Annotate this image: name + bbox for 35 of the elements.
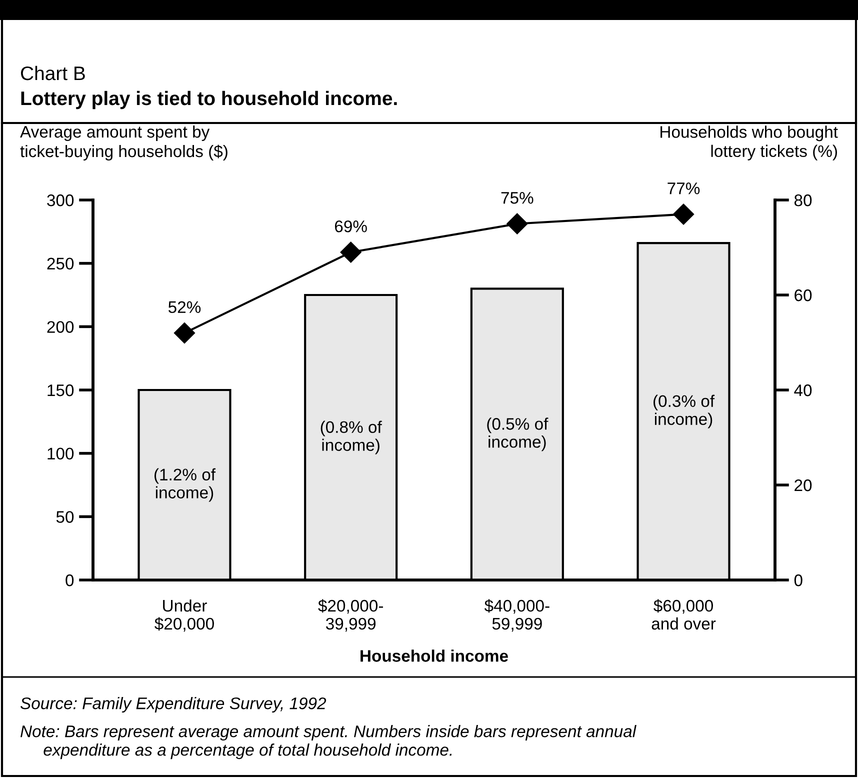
y2-tick-label: 0 xyxy=(794,574,802,586)
y2-tick-label: 20 xyxy=(794,479,812,492)
annotation: (0.3% of income) xyxy=(654,394,715,428)
data-label: 77% xyxy=(668,182,700,194)
x-tick-label: $20,000- 39,999 xyxy=(318,599,383,632)
chart-title: Chart B xyxy=(20,66,85,80)
x-tick-label: $60,000 and over xyxy=(652,599,716,630)
point xyxy=(174,322,196,344)
point xyxy=(506,213,528,234)
x-tick-label: $40,000- 59,999 xyxy=(484,599,550,632)
annotation: (0.5% of income) xyxy=(487,418,548,452)
point xyxy=(340,242,362,263)
point xyxy=(672,204,694,225)
y2-tick-label: 40 xyxy=(794,384,812,396)
chart-subtitle: Lottery play is tied to household income. xyxy=(21,90,397,110)
source-note: Source: Family Expenditure Survey, 1992 xyxy=(20,697,326,713)
y2-tick-label: 80 xyxy=(794,194,812,206)
y2-axis-title: Households who bought lottery tickets (%) xyxy=(660,126,838,160)
y-axis-title: Average amount spent by ticket-buying households ($) xyxy=(20,125,228,161)
y-tick-label: 250 xyxy=(47,258,74,270)
data-label: 52% xyxy=(168,301,201,314)
y2-tick-label: 60 xyxy=(794,289,812,302)
text: Note: Bars represent average amount spent. Numbers inside bars represent annual expenditure as a percentage of total household income. xyxy=(20,725,636,760)
x-axis-title: Household income xyxy=(360,650,508,662)
x-tick-label: Under $20,000 xyxy=(154,599,214,632)
y-tick-label: 200 xyxy=(47,321,74,333)
data-label: 75% xyxy=(501,192,534,204)
data-label: 69% xyxy=(334,220,367,232)
annotation: (1.2% of income) xyxy=(154,468,216,502)
y-tick-label: 100 xyxy=(48,448,74,460)
y-tick-label: 50 xyxy=(56,511,74,523)
y-tick-label: 0 xyxy=(66,574,74,586)
y-tick-label: 150 xyxy=(48,384,74,396)
annotation: (0.8% of income) xyxy=(320,420,382,454)
y-tick-label: 300 xyxy=(47,194,74,206)
